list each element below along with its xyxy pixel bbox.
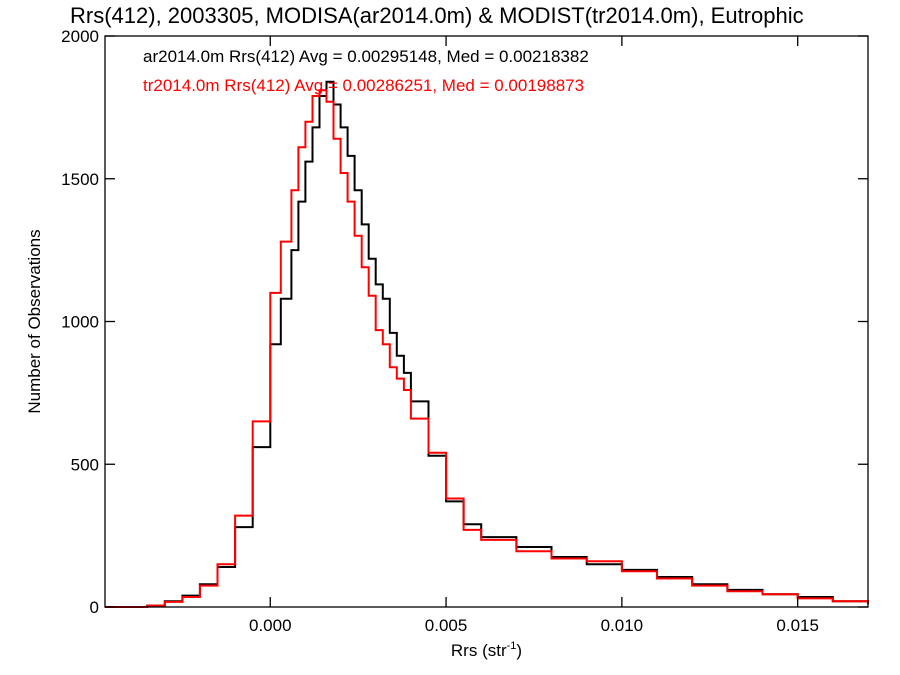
x-tick-label: 0.015: [776, 616, 819, 635]
y-tick-label: 1500: [61, 170, 99, 189]
series-line-tr2014.0m: [105, 89, 869, 608]
legend-entry-ar2014.0m: ar2014.0m Rrs(412) Avg = 0.00295148, Med…: [143, 47, 589, 66]
x-tick-label: 0.000: [249, 616, 292, 635]
legend-entry-tr2014.0m: tr2014.0m Rrs(412) Avg = 0.00286251, Med…: [143, 76, 584, 95]
chart-title: Rrs(412), 2003305, MODISA(ar2014.0m) & M…: [70, 3, 804, 28]
y-axis-label: Number of Observations: [25, 229, 44, 413]
y-tick-label: 500: [71, 455, 99, 474]
y-tick-label: 1000: [61, 313, 99, 332]
x-tick-label: 0.010: [601, 616, 644, 635]
y-tick-label: 2000: [61, 27, 99, 46]
y-tick-label: 0: [90, 598, 99, 617]
plot-frame: [104, 35, 869, 608]
x-tick-label: 0.005: [425, 616, 468, 635]
x-axis-label: Rrs (str-1): [451, 640, 522, 660]
series-line-ar2014.0m: [105, 80, 869, 608]
